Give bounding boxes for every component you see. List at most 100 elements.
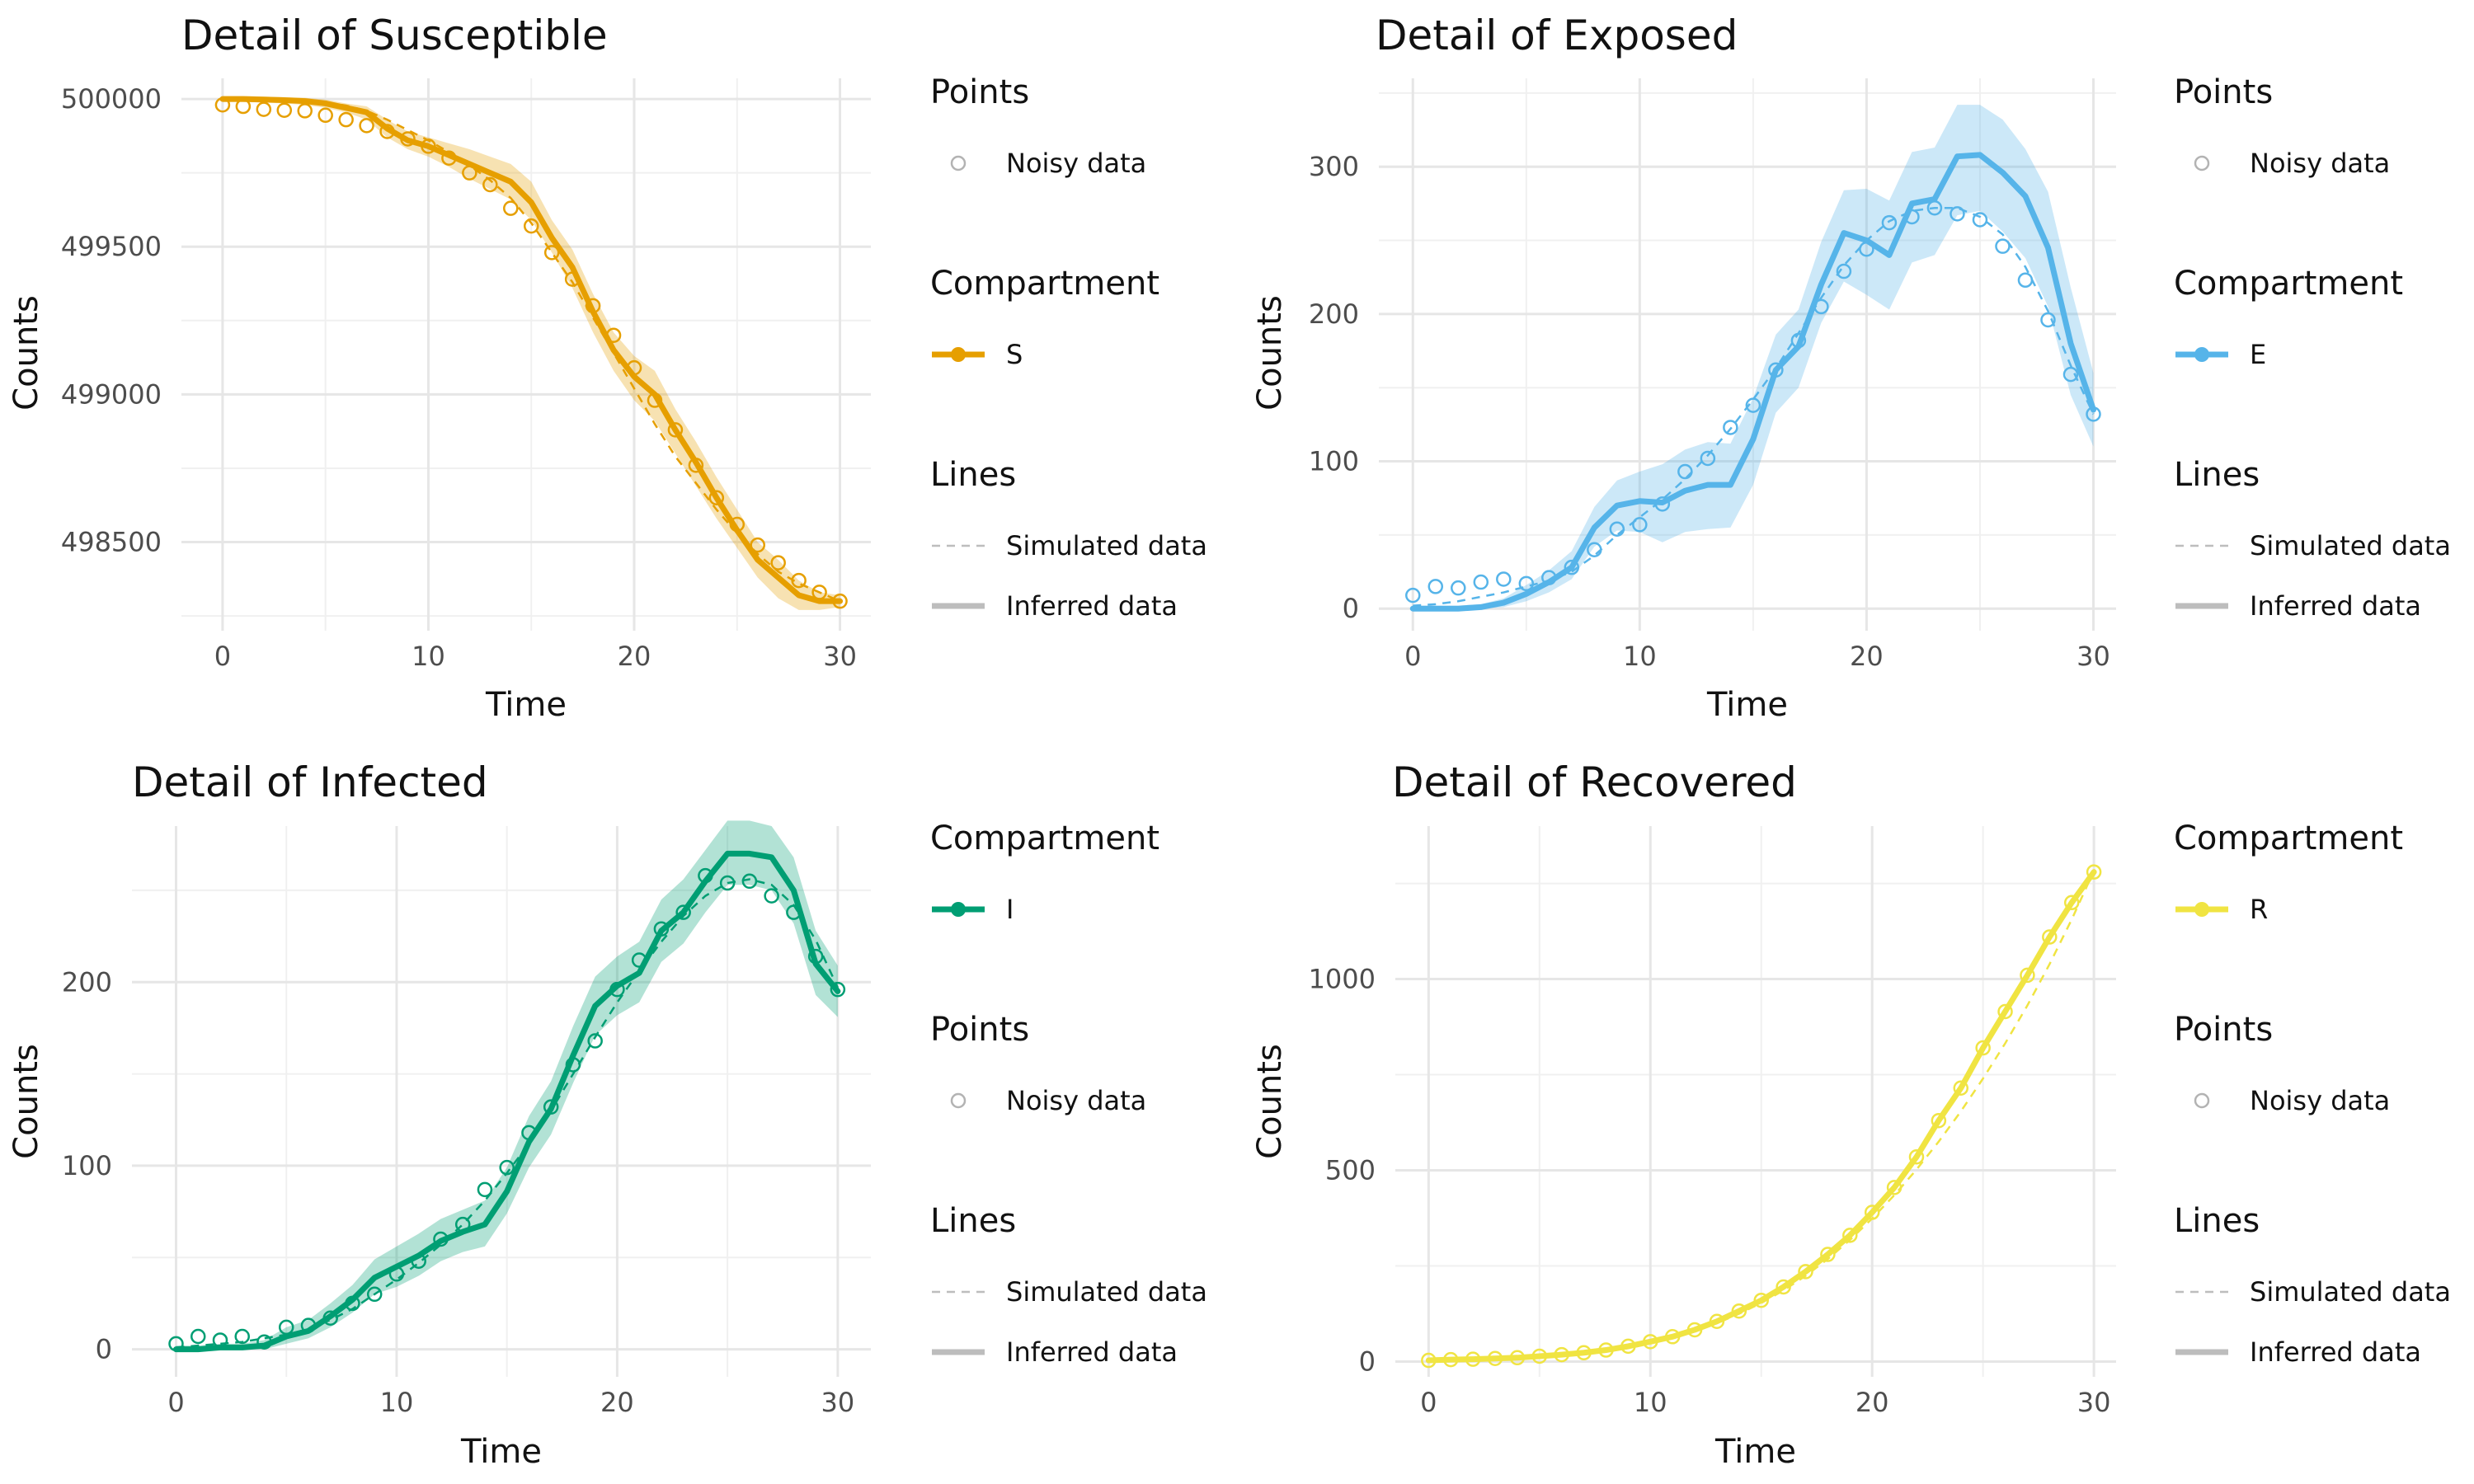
y-tick-label: 0 bbox=[1359, 1345, 1376, 1377]
x-tick-label: 20 bbox=[1850, 641, 1884, 672]
noisy-data-point bbox=[587, 1033, 603, 1049]
noisy-data-point bbox=[1995, 238, 2011, 254]
legend-label: Inferred data bbox=[2250, 1336, 2421, 1368]
noisy-data-point bbox=[1496, 571, 1512, 587]
legend-label: Inferred data bbox=[1006, 590, 1178, 622]
inferred-data-line bbox=[219, 96, 844, 604]
noisy-data-point bbox=[2017, 272, 2034, 289]
noisy-data-point bbox=[1564, 559, 1580, 575]
chart-panel-3: 0 10 20 30 0 100 200 Detail of Infected Time Coun… bbox=[7, 758, 1207, 1471]
y-tick-label: 498500 bbox=[61, 527, 162, 558]
noisy-data-point bbox=[1451, 580, 1466, 596]
noisy-data-point bbox=[1975, 1040, 1991, 1056]
legend-noisy-point-key bbox=[950, 1092, 967, 1109]
noisy-data-point bbox=[523, 218, 539, 234]
x-tick-label: 0 bbox=[214, 641, 231, 672]
chart-panel-1: 0 10 20 30 498500 499000 499500 500000 Detail of… bbox=[7, 12, 1207, 724]
y-tick-label: 100 bbox=[1309, 446, 1359, 477]
noisy-data-point bbox=[1776, 1279, 1791, 1295]
x-tick-label: 0 bbox=[1404, 641, 1421, 672]
noisy-data-point bbox=[770, 555, 786, 571]
noisy-data-point bbox=[317, 107, 333, 124]
x-tick-label: 10 bbox=[412, 641, 445, 672]
noisy-data-point bbox=[1820, 1247, 1836, 1262]
x-tick-label: 30 bbox=[2077, 641, 2110, 672]
legend-label: Noisy data bbox=[2250, 148, 2390, 179]
y-axis-label: Counts bbox=[1251, 1044, 1289, 1159]
legend-noisy-point-key bbox=[2194, 155, 2210, 171]
legend-label: S bbox=[1006, 339, 1023, 370]
noisy-data-point bbox=[1972, 212, 1988, 228]
legend-title: Lines bbox=[2174, 1202, 2260, 1240]
legend-compartment-key-point bbox=[951, 347, 966, 362]
y-tick-label: 499500 bbox=[61, 231, 162, 262]
noisy-data-point bbox=[338, 111, 354, 128]
legend-compartment-key-point bbox=[2194, 347, 2209, 362]
y-tick-label: 100 bbox=[62, 1150, 112, 1181]
legend-title: Compartment bbox=[2174, 265, 2403, 303]
legend-label: Noisy data bbox=[1006, 1085, 1146, 1116]
legend-label: Simulated data bbox=[1006, 530, 1207, 561]
noisy-data-point bbox=[675, 904, 691, 920]
legend-label: Simulated data bbox=[2250, 1276, 2451, 1308]
legend-label: Inferred data bbox=[2250, 590, 2421, 622]
x-axis-label: Time bbox=[485, 686, 567, 724]
noisy-data-point bbox=[1836, 263, 1852, 279]
y-tick-label: 0 bbox=[96, 1334, 112, 1365]
y-tick-label: 500 bbox=[1325, 1155, 1376, 1186]
legend-label: I bbox=[1006, 894, 1014, 925]
legend-title: Lines bbox=[2174, 456, 2260, 494]
legend-title: Compartment bbox=[2174, 819, 2403, 857]
noisy-data-point bbox=[2020, 967, 2035, 984]
noisy-data-point bbox=[256, 101, 272, 117]
y-tick-label: 499000 bbox=[61, 378, 162, 410]
noisy-data-point bbox=[1587, 542, 1602, 557]
noisy-data-point bbox=[190, 1328, 206, 1345]
simulated-data-line bbox=[1413, 206, 2095, 607]
noisy-data-point bbox=[1700, 450, 1716, 467]
legend-title: Compartment bbox=[930, 819, 1159, 857]
noisy-data-point bbox=[1886, 1180, 1903, 1195]
legend-title: Points bbox=[930, 73, 1029, 111]
legend-title: Compartment bbox=[930, 265, 1159, 303]
legend-compartment-key-point bbox=[951, 902, 966, 917]
chart-title: Detail of Exposed bbox=[1376, 12, 1738, 59]
noisy-data-point bbox=[276, 102, 293, 118]
noisy-data-point bbox=[1881, 214, 1898, 231]
inferred-data-line bbox=[1409, 152, 2096, 612]
noisy-data-point bbox=[719, 875, 736, 891]
legend-label: E bbox=[2250, 339, 2266, 370]
y-axis-label: Counts bbox=[7, 295, 45, 411]
noisy-data-point bbox=[1997, 1003, 2013, 1020]
noisy-data-point bbox=[2062, 366, 2079, 383]
y-tick-label: 200 bbox=[1309, 298, 1359, 330]
chart-panel-4: 0 10 20 30 0 500 1000 Detail of Recovered Time Co… bbox=[1251, 758, 2451, 1471]
x-tick-label: 30 bbox=[821, 1387, 855, 1418]
noisy-data-point bbox=[1953, 1080, 1969, 1097]
noisy-data-point bbox=[741, 873, 758, 890]
x-axis-label: Time bbox=[1706, 686, 1788, 724]
noisy-data-point bbox=[764, 888, 779, 904]
noisy-data-point bbox=[1473, 574, 1489, 590]
x-tick-label: 20 bbox=[618, 641, 651, 672]
noisy-data-point bbox=[830, 981, 846, 998]
legend-title: Lines bbox=[930, 456, 1016, 494]
x-tick-label: 20 bbox=[600, 1387, 634, 1418]
y-tick-label: 1000 bbox=[1309, 964, 1376, 995]
noisy-data-point bbox=[1405, 587, 1421, 603]
noisy-data-point bbox=[2040, 312, 2056, 328]
legend-label: Noisy data bbox=[2250, 1085, 2390, 1116]
inferred-data-line bbox=[1425, 869, 2097, 1364]
noisy-data-point bbox=[1864, 1205, 1880, 1220]
legend-compartment-key-point bbox=[2194, 902, 2209, 917]
noisy-data-point bbox=[503, 200, 519, 216]
noisy-data-point bbox=[482, 176, 498, 193]
noisy-data-point bbox=[1908, 1149, 1925, 1165]
noisy-data-point bbox=[1677, 463, 1693, 480]
legend-noisy-point-key bbox=[2194, 1092, 2210, 1109]
noisy-data-point bbox=[1632, 517, 1648, 533]
x-axis-label: Time bbox=[460, 1433, 542, 1471]
credible-band bbox=[1413, 105, 2094, 609]
